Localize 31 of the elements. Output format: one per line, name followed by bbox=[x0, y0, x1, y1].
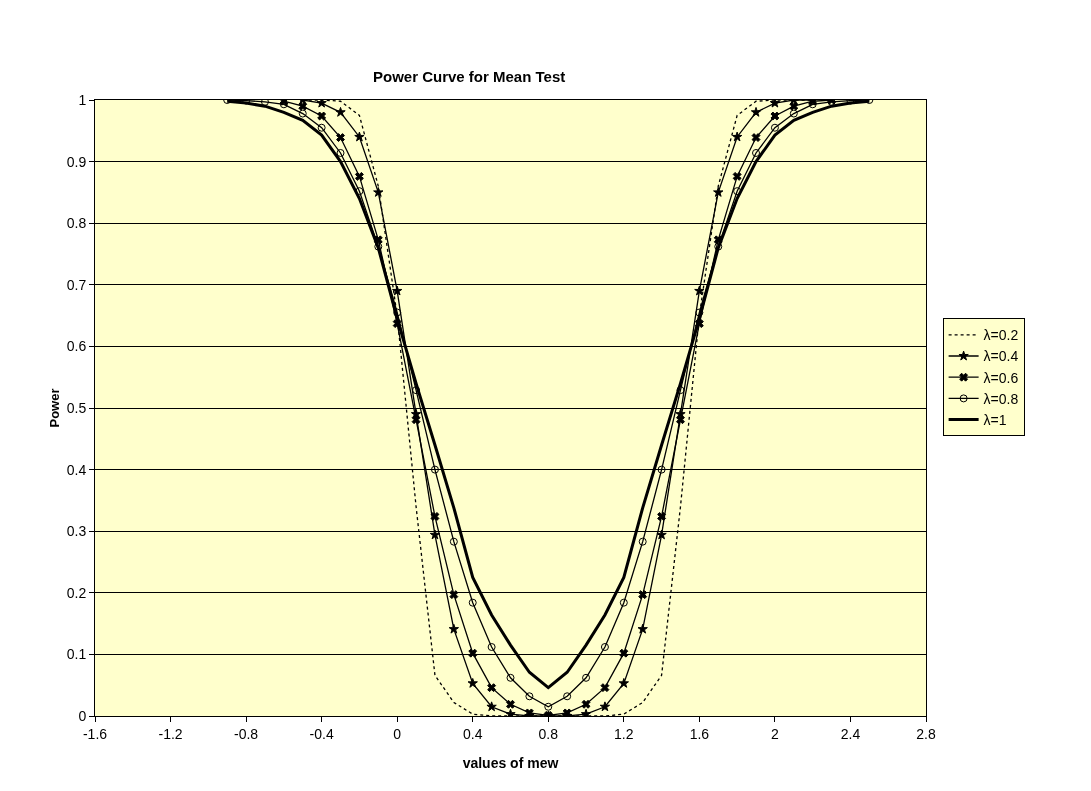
y-tick-label: 0.5 bbox=[66, 399, 87, 416]
legend-label: λ=0.8 bbox=[983, 390, 1019, 407]
legend-label: λ=0.4 bbox=[983, 348, 1019, 365]
y-tick-label: 0.6 bbox=[66, 338, 87, 355]
y-axis-title: Power bbox=[47, 388, 62, 428]
y-tick-label: 0.2 bbox=[66, 584, 87, 601]
y-tick-label: 0.4 bbox=[66, 461, 87, 478]
y-tick-label: 0.8 bbox=[66, 215, 87, 232]
x-tick-label: 1.6 bbox=[689, 725, 710, 742]
y-tick-label: 0.7 bbox=[66, 276, 87, 293]
x-tick-label: -1.6 bbox=[82, 725, 108, 742]
x-tick-label: 2 bbox=[771, 725, 780, 742]
legend-label: λ=1 bbox=[983, 412, 1007, 429]
y-tick-label: 0.9 bbox=[66, 153, 87, 170]
y-tick-label: 0.3 bbox=[66, 523, 87, 540]
x-tick-label: 2.4 bbox=[840, 725, 861, 742]
x-tick-label: 0 bbox=[393, 725, 402, 742]
x-tick-label: -0.4 bbox=[309, 725, 334, 742]
x-tick-label: -0.8 bbox=[234, 725, 259, 742]
y-tick-label: 0.1 bbox=[66, 646, 87, 663]
x-tick-label: 1.2 bbox=[614, 725, 634, 742]
y-tick-label: 1 bbox=[78, 91, 87, 108]
chart-title: Power Curve for Mean Test bbox=[372, 67, 566, 85]
legend-label: λ=0.2 bbox=[983, 327, 1019, 344]
x-tick-label: -1.2 bbox=[158, 725, 183, 742]
x-tick-label: 2.8 bbox=[916, 725, 936, 742]
x-tick-label: 0.8 bbox=[538, 725, 559, 742]
y-tick-label: 0 bbox=[78, 707, 87, 724]
legend-label: λ=0.6 bbox=[983, 369, 1019, 386]
x-axis-title: values of mew bbox=[462, 755, 559, 771]
x-tick-label: 0.4 bbox=[463, 725, 483, 742]
